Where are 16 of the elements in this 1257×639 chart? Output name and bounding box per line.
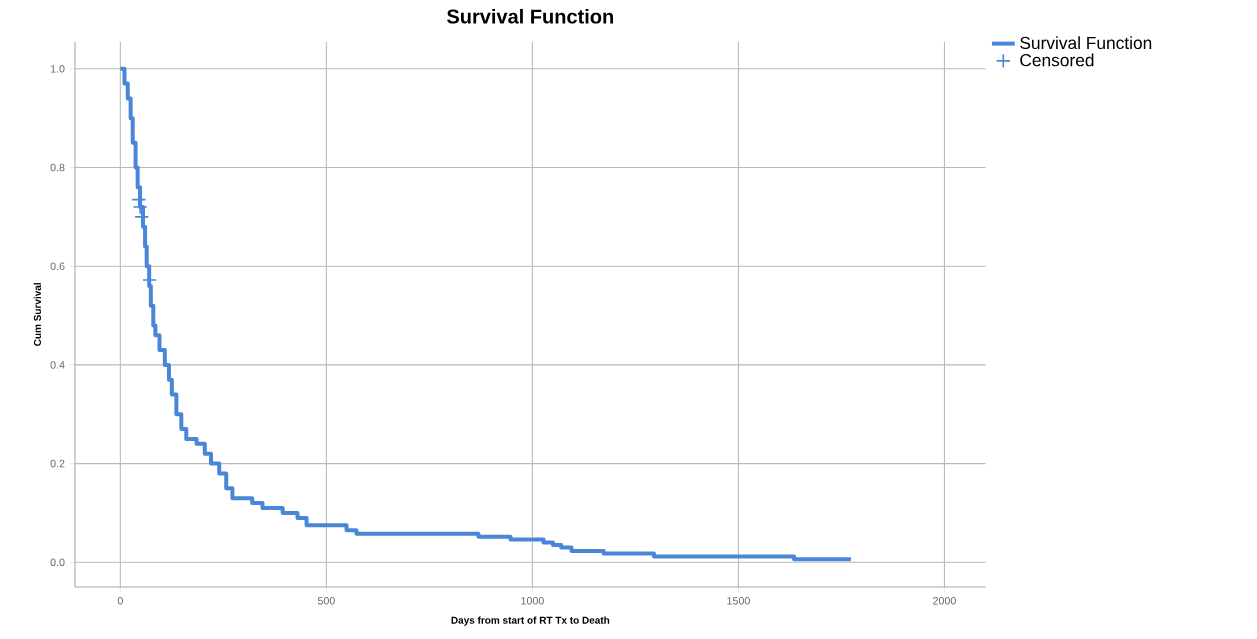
legend-label: Censored (1020, 53, 1094, 67)
y-tick-label: 0.6 (50, 262, 65, 270)
y-tick-label: 0.0 (50, 558, 65, 567)
x-tick-label: 500 (317, 597, 335, 605)
y-tick-label: 0.2 (50, 459, 65, 468)
x-tick-label: 1500 (727, 597, 750, 605)
y-tick-label: 1.0 (50, 65, 65, 73)
x-tick-label: 2000 (933, 597, 956, 605)
y-tick-label: 0.8 (50, 163, 65, 172)
y-tick-label: 0.4 (50, 361, 65, 369)
x-axis-title: Days from start of RT Tx to Death (451, 616, 610, 626)
legend-label: Survival Function (1020, 36, 1152, 50)
x-tick-label: 1000 (521, 597, 544, 605)
y-axis-title: Cum Survival (33, 283, 41, 346)
x-tick-label: 0 (117, 597, 123, 605)
chart-title: Survival Function (447, 8, 613, 24)
